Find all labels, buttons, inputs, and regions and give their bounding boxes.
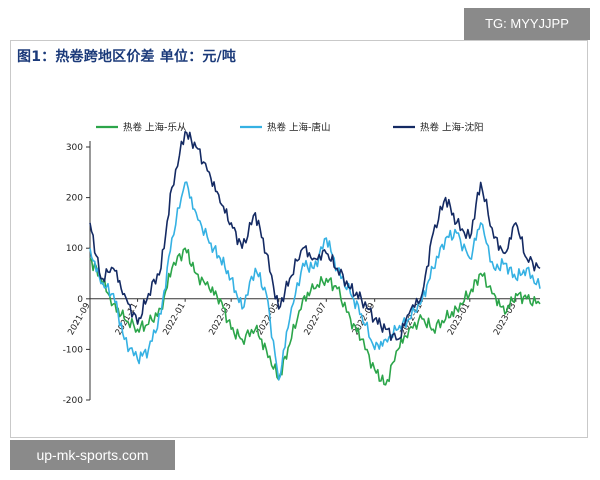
chart-legend: 热卷 上海-乐从 热卷 上海-唐山 热卷 上海-沈阳: [96, 122, 483, 134]
chart-series-layer: [89, 131, 541, 386]
tg-watermark-badge: TG: MYYJJPP: [464, 8, 590, 40]
y-tick-label: 100: [66, 244, 83, 254]
series-line: [89, 181, 541, 381]
chart-title: 图1：热卷跨地区价差 单位：元/吨: [17, 49, 237, 65]
legend-label: 热卷 上海-沈阳: [420, 122, 483, 134]
y-tick-label: 200: [66, 194, 83, 204]
y-tick-label: -200: [63, 396, 84, 406]
x-tick-label: 2022-01: [161, 301, 187, 337]
x-tick-label: 2023-03: [492, 301, 518, 337]
x-tick-label: 2021-09: [66, 301, 92, 337]
site-watermark-badge: up-mk-sports.com: [10, 440, 175, 470]
x-tick-label: 2022-07: [302, 301, 328, 337]
y-tick-label: 300: [66, 143, 83, 153]
legend-label: 热卷 上海-乐从: [123, 122, 187, 134]
series-line: [89, 131, 541, 342]
series-line: [89, 247, 541, 386]
chart-card: [10, 40, 588, 438]
y-tick-label: -100: [63, 345, 84, 355]
y-tick-label: 0: [77, 295, 83, 305]
legend-label: 热卷 上海-唐山: [267, 122, 330, 134]
